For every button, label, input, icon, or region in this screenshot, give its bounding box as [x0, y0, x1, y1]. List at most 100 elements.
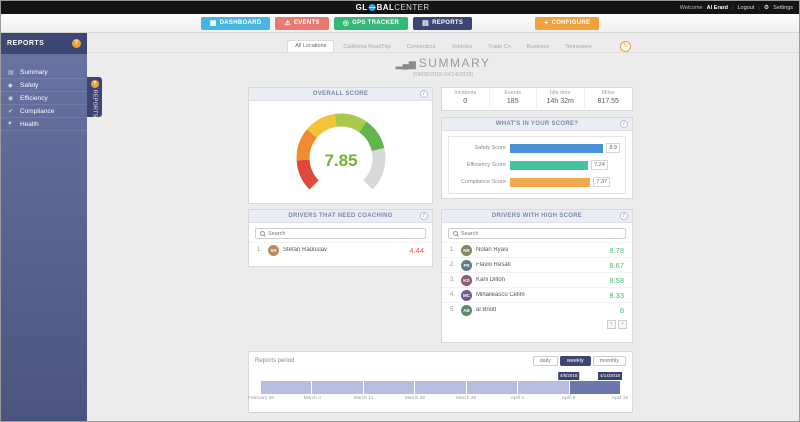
settings-link[interactable]: Settings	[773, 4, 793, 11]
nav-label: CONFIGURE	[551, 20, 591, 26]
reports-side-tab[interactable]: ? REPORTS	[87, 77, 102, 118]
driver-row[interactable]: 3. KD Karli Dilton 8.58	[442, 272, 632, 287]
week-segment[interactable]	[466, 381, 518, 394]
week-segment[interactable]	[415, 381, 466, 394]
monthly-button[interactable]: monthly	[592, 356, 626, 366]
help-icon[interactable]: ?	[72, 39, 81, 48]
sidebar-item-compliance[interactable]: ✔ Compliance	[1, 105, 87, 118]
stats-header: Miles	[601, 90, 615, 96]
week-segment[interactable]	[363, 381, 415, 394]
overall-score-value: 7.85	[324, 151, 357, 170]
driver-row[interactable]: 2. FR Flavio Resati 8.67	[442, 257, 632, 272]
tab-location-2[interactable]: Connecticut	[406, 44, 436, 50]
driver-avatar: NR	[461, 244, 472, 256]
week-segment[interactable]	[261, 381, 312, 394]
gauge-segment-yellow	[306, 113, 337, 139]
gauge-segment-orange	[296, 129, 317, 161]
info-icon[interactable]: i	[420, 90, 428, 98]
sidebar-item-safety[interactable]: ◆ Safety	[1, 79, 87, 92]
period-header: Reports period daily weekly monthly	[249, 352, 632, 366]
coaching-drivers-card: DRIVERS THAT NEED COACHING i 1. SR Stefa…	[248, 209, 433, 267]
next-page-button[interactable]: ›	[618, 320, 627, 329]
compliance-score-bar	[510, 177, 591, 187]
driver-avatar: SR	[268, 244, 279, 256]
driver-name: Karli Dilton	[476, 277, 506, 283]
gps-icon: ◎	[342, 19, 350, 27]
nav-events-button[interactable]: ⚠ EVENTS	[275, 16, 329, 30]
topbar: GL BAL CENTER Welcome Al Erard | Logout | …	[1, 1, 799, 14]
reports-period-card: Reports period daily weekly monthly 4/8/…	[248, 351, 633, 413]
driver-rank: 3.	[450, 277, 456, 283]
sidebar-item-label: Summary	[20, 68, 48, 76]
bar-chart-icon: ▂▄▆	[395, 59, 416, 69]
idle-time-value: 14h 32m	[537, 97, 585, 108]
coaching-search-input[interactable]	[268, 230, 421, 237]
compliance-score-row: Compliance Score 7.37	[454, 177, 620, 187]
tab-location-4[interactable]: Trade Co	[488, 44, 511, 50]
tab-location-5[interactable]: Business	[526, 44, 550, 50]
info-icon[interactable]: i	[620, 120, 628, 128]
tab-all-locations[interactable]: All Locations	[287, 40, 335, 52]
topbar-user-area: Welcome Al Erard | Logout | ⚙ Settings	[680, 4, 799, 12]
week-segment-selected[interactable]	[569, 381, 620, 394]
page-title-text: SUMMARY	[418, 56, 491, 70]
bar-value: 7.24	[591, 160, 608, 170]
axis-label: April 1	[510, 396, 525, 401]
driver-score: 8.67	[609, 260, 624, 270]
reports-sidebar: REPORTS ? ▤ Summary ◆ Safety ◉ Efficienc…	[1, 33, 87, 421]
gauge-segment-red	[296, 159, 319, 190]
help-icon: ?	[90, 80, 99, 88]
nav-dashboard-button[interactable]: ▦ DASHBOARD	[200, 16, 271, 30]
driver-name: Flavio Resati	[476, 262, 511, 268]
tab-location-3[interactable]: Vehicles	[451, 44, 473, 50]
nav-label: DASHBOARD	[219, 20, 262, 26]
sidebar-item-summary[interactable]: ▤ Summary	[1, 66, 87, 79]
stats-header: Events	[490, 88, 537, 97]
driver-rank: 1.	[257, 247, 263, 253]
bar-label: Safety Score	[474, 145, 507, 151]
stats-value-row: 0 185 14h 32m 817.55	[442, 97, 632, 108]
nav-configure-button[interactable]: + CONFIGURE	[535, 16, 600, 30]
driver-row[interactable]: 1. SR Stefan Radoslav 4.44	[249, 242, 432, 257]
sidebar-item-health[interactable]: ♥ Health	[1, 118, 87, 131]
nav-reports-button[interactable]: ▤ REPORTS	[413, 16, 473, 30]
driver-rank: 4.	[450, 292, 456, 298]
timeline-axis: February 26 March 4 March 11 March 18 Ma…	[248, 396, 628, 404]
card-title: DRIVERS WITH HIGH SCORE	[491, 213, 583, 219]
driver-avatar: KD	[461, 274, 472, 286]
daily-button[interactable]: daily	[532, 356, 558, 366]
driver-name: Nolan Ryasi	[476, 247, 509, 253]
page-title: ▂▄▆ SUMMARY	[87, 56, 799, 70]
info-icon[interactable]: i	[620, 212, 628, 220]
tab-location-1[interactable]: California RoadTrip	[343, 44, 391, 50]
compliance-icon: ✔	[8, 108, 14, 115]
driver-score: 8	[619, 305, 624, 315]
week-segment[interactable]	[518, 381, 569, 394]
high-score-search-input[interactable]	[461, 230, 621, 237]
score-gauge: 7.85	[249, 101, 432, 198]
efficiency-icon: ◉	[8, 95, 14, 102]
driver-row[interactable]: 1. NR Nolan Ryasi 8.78	[442, 242, 632, 257]
prev-page-button[interactable]: ‹	[607, 320, 616, 329]
driver-score: 8.33	[609, 290, 624, 300]
driver-name: al Briott	[476, 307, 497, 313]
refresh-button[interactable]: ↻	[620, 41, 631, 52]
driver-rank: 2.	[450, 262, 456, 268]
efficiency-score-row: Efficiency Score 7.24	[454, 160, 620, 170]
separator: |	[732, 4, 734, 11]
side-tab-label: REPORTS	[91, 90, 98, 118]
driver-row[interactable]: 5. AB al Briott 8	[442, 302, 632, 317]
driver-row[interactable]: 4. MC Mihaileascu Celim 8.33	[442, 287, 632, 302]
driver-rank: 1.	[450, 247, 456, 253]
card-header: DRIVERS THAT NEED COACHING i	[249, 210, 432, 223]
nav-label: GPS TRACKER	[352, 20, 400, 26]
info-icon[interactable]: i	[420, 212, 428, 220]
search-icon	[260, 231, 265, 236]
weekly-button[interactable]: weekly	[559, 356, 591, 366]
logout-link[interactable]: Logout	[737, 4, 755, 11]
tab-location-6[interactable]: Tennessee	[565, 44, 592, 50]
sidebar-item-efficiency[interactable]: ◉ Efficiency	[1, 92, 87, 105]
safety-score-row: Safety Score 8.9	[454, 143, 620, 153]
week-segment[interactable]	[312, 381, 363, 394]
nav-gps-tracker-button[interactable]: ◎ GPS TRACKER	[333, 16, 409, 30]
